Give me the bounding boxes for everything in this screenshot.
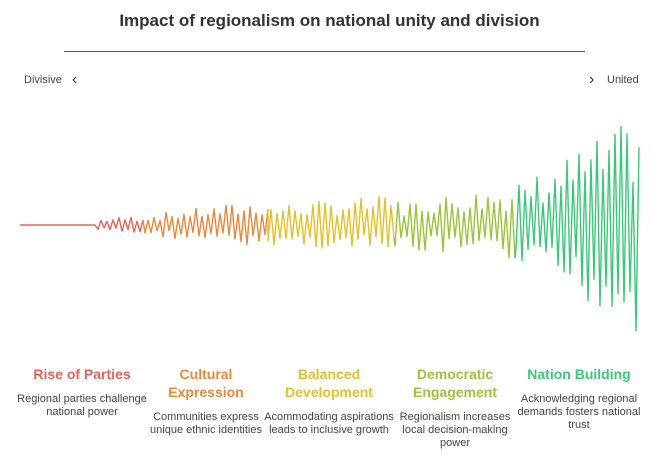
stage-rise-of-parties: Rise of Parties Regional parties challen… bbox=[17, 365, 147, 419]
page-title: Impact of regionalism on national unity … bbox=[119, 11, 540, 30]
wave-segment-4 bbox=[393, 194, 516, 259]
stage-heading: Cultural Expression bbox=[168, 366, 244, 400]
stage-description: Communities express unique ethnic identi… bbox=[150, 411, 262, 436]
title-divider bbox=[64, 51, 585, 52]
stage-heading: Rise of Parties bbox=[33, 366, 131, 382]
stage-heading: Nation Building bbox=[527, 366, 631, 382]
divisive-label: Divisive bbox=[24, 74, 62, 86]
chevron-right-icon: › bbox=[589, 71, 595, 88]
stage-heading: Balanced Development bbox=[285, 366, 373, 400]
stage-description: Acommodating aspirations leads to inclus… bbox=[264, 411, 394, 436]
wave-segment-1 bbox=[20, 216, 144, 233]
stage-heading: Democratic Engagement bbox=[412, 366, 497, 400]
wave-segment-3 bbox=[267, 195, 395, 249]
wave-segment-2 bbox=[142, 204, 269, 246]
stage-description: Regionalism increases local decision-mak… bbox=[399, 411, 511, 449]
chevron-left-icon: ‹ bbox=[72, 71, 78, 88]
stage-democratic-engagement: Democratic Engagement Regionalism increa… bbox=[390, 365, 520, 450]
stage-balanced-development: Balanced Development Acommodating aspira… bbox=[264, 365, 394, 437]
wave-segment-5 bbox=[514, 125, 640, 332]
stage-nation-building: Nation Building Acknowledging regional d… bbox=[514, 365, 644, 432]
stage-cultural-expression: Cultural Expression Communities express … bbox=[141, 365, 271, 437]
stage-description: Regional parties challenge national powe… bbox=[17, 393, 147, 418]
united-label: United bbox=[607, 74, 639, 86]
stage-description: Acknowledging regional demands fosters n… bbox=[517, 393, 641, 431]
